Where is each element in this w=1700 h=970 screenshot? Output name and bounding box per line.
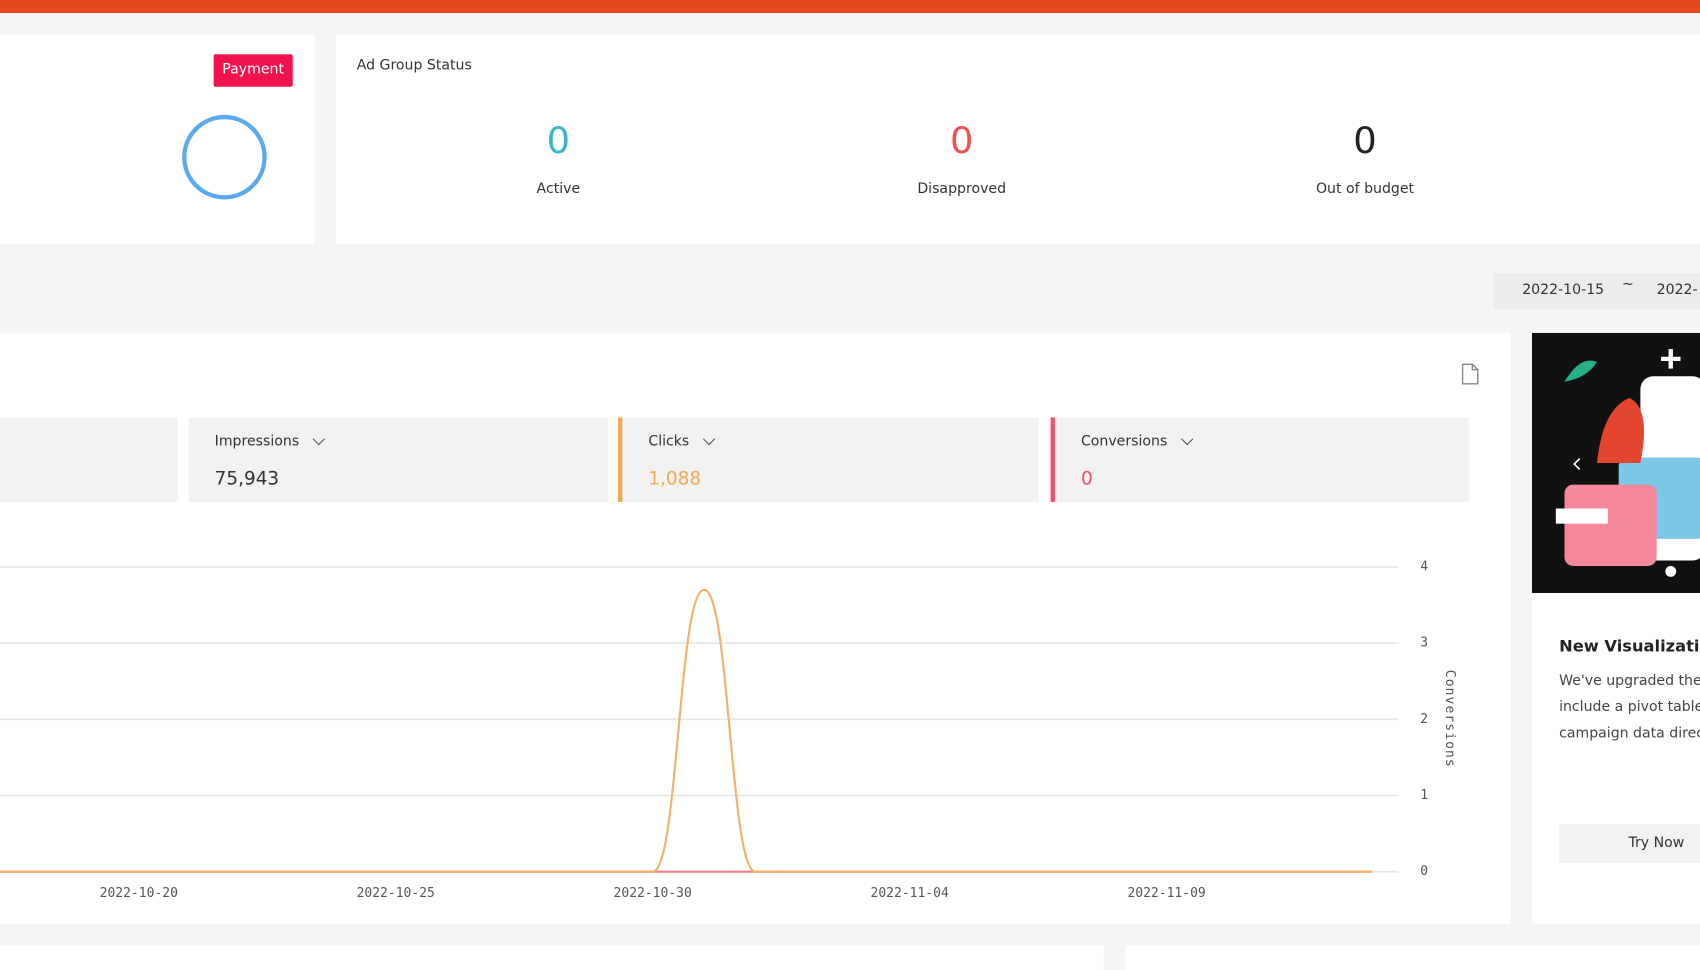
promo-card: New Visualization Try Now We've upgraded… bbox=[1531, 332, 1700, 924]
y-tick-label: 3 bbox=[1420, 636, 1428, 651]
series-line bbox=[0, 588, 1373, 873]
stat-label: Disapproved bbox=[917, 181, 1007, 198]
export-icon[interactable] bbox=[1460, 363, 1480, 385]
stat-value: 0 bbox=[949, 119, 974, 163]
payment-button[interactable]: Payment bbox=[213, 54, 293, 87]
promo-text: campaign data direc bbox=[1559, 725, 1700, 742]
metric-label: Conversions bbox=[1080, 433, 1168, 450]
date-picker[interactable]: 2022-10-15 ~ 2022- bbox=[1492, 273, 1700, 309]
y-tick-label: 4 bbox=[1420, 560, 1428, 575]
x-tick-label: 2022-10-25 bbox=[357, 886, 435, 901]
x-tick-label: 2022-11-09 bbox=[1127, 886, 1205, 901]
x-tick-label: 2022-10-30 bbox=[614, 886, 692, 901]
start-date: 2022-10-15 bbox=[1522, 281, 1605, 299]
chart: 0 1 2 3 4 Conversions 2022-10-20 2022-10-25 2022… bbox=[0, 560, 1457, 901]
stat-label: Out of budget bbox=[1315, 181, 1415, 198]
metric-label: Impressions bbox=[214, 433, 300, 450]
y-tick-label: 0 bbox=[1420, 864, 1428, 879]
promo-text: include a pivot table bbox=[1559, 699, 1700, 716]
stat-value: 0 bbox=[546, 119, 571, 163]
promo-title: New Visualization bbox=[1559, 636, 1700, 656]
dropdown-chevron bbox=[312, 432, 325, 446]
card-title: Ad Group Status bbox=[356, 57, 472, 74]
promo-text: We've upgraded the bbox=[1559, 673, 1700, 690]
metric-value: 0 bbox=[1080, 468, 1093, 491]
bottom-card bbox=[1125, 945, 1700, 970]
account-card: Payment bbox=[0, 34, 315, 244]
metric-card[interactable]: Impressions 75,943 bbox=[188, 417, 609, 502]
metric-value: 75,943 bbox=[214, 468, 280, 491]
dropdown-chevron bbox=[1181, 432, 1194, 446]
date-separator: ~ bbox=[1621, 276, 1634, 293]
metric-value: 1,088 bbox=[648, 468, 702, 491]
dropdown-chevron bbox=[702, 432, 716, 446]
x-tick-label: 2022-10-20 bbox=[100, 886, 178, 901]
stat-value: 0 bbox=[1353, 119, 1377, 163]
metric-label: Clicks bbox=[648, 433, 690, 450]
x-tick-label: 2022-11-04 bbox=[871, 886, 949, 901]
stat-label: Active bbox=[536, 181, 581, 198]
end-date: 2022- bbox=[1656, 281, 1698, 299]
y-tick-label: 2 bbox=[1420, 712, 1428, 727]
try-now-button[interactable]: Try Now bbox=[1559, 823, 1700, 864]
promo-illustration bbox=[1531, 332, 1700, 594]
top-banner bbox=[0, 0, 1700, 14]
loading-ring bbox=[182, 114, 267, 200]
metric-card[interactable] bbox=[0, 417, 178, 502]
ad-group-status-card: Ad Group Status 0 Active 0 Disapproved 0 Out … bbox=[336, 34, 1700, 244]
y-axis-label: Conversions bbox=[1442, 670, 1457, 768]
metric-card[interactable]: Clicks 1,088 bbox=[617, 417, 1039, 502]
y-tick-label: 1 bbox=[1420, 788, 1428, 803]
metric-card[interactable]: Conversions 0 bbox=[1050, 417, 1470, 502]
bottom-card bbox=[0, 945, 1104, 970]
